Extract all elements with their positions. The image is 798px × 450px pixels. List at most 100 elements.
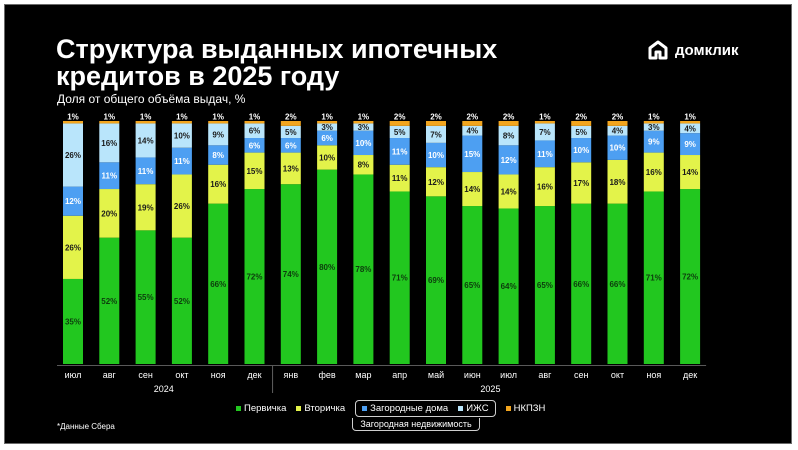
bar-segment-vtorichka bbox=[607, 159, 628, 204]
data-label-pervichka: 71% bbox=[646, 274, 662, 283]
x-tick-label: сен bbox=[138, 370, 153, 380]
bar-segment-izhs bbox=[643, 123, 664, 131]
x-tick-label: авг bbox=[538, 370, 552, 380]
data-label-zagorod: 12% bbox=[65, 197, 81, 206]
chart-title: Структура выданных ипотечных кредитов в … bbox=[56, 34, 498, 91]
bar-segment-vtorichka bbox=[135, 184, 156, 231]
data-label-vtorichka: 11% bbox=[392, 174, 408, 183]
brand-logo: домклик bbox=[647, 38, 739, 62]
x-tick-label: ноя bbox=[646, 370, 661, 380]
bar-segment-zagorod bbox=[280, 138, 301, 153]
data-label-zagorod: 8% bbox=[212, 151, 224, 160]
data-label-pervichka: 78% bbox=[355, 265, 371, 274]
data-label-zagorod: 9% bbox=[648, 138, 660, 147]
bar-segment-nkpzn bbox=[353, 121, 374, 124]
bar-segment-zagorod bbox=[462, 135, 483, 173]
data-label-izhs: 6% bbox=[249, 127, 261, 136]
x-tick-label: ноя bbox=[211, 370, 226, 380]
bar-segment-vtorichka bbox=[171, 174, 192, 238]
bar-segment-pervichka bbox=[135, 230, 156, 364]
bar-segment-nkpzn bbox=[462, 121, 483, 126]
x-tick-label: окт bbox=[611, 370, 624, 380]
legend-item-izhs: ИЖС bbox=[458, 403, 489, 414]
bar-segment-izhs bbox=[317, 123, 338, 131]
data-label-nkpzn: 2% bbox=[467, 113, 479, 122]
data-label-nkpzn: 1% bbox=[648, 113, 660, 122]
bar-segment-nkpzn bbox=[389, 121, 410, 126]
bar-segment-zagorod bbox=[571, 138, 592, 163]
bar-segment-nkpzn bbox=[498, 121, 519, 126]
data-label-nkpzn: 2% bbox=[575, 113, 587, 122]
bar-segment-zagorod bbox=[680, 133, 701, 156]
legend-item-nkpzn: НКПЗН bbox=[505, 403, 546, 414]
data-label-izhs: 9% bbox=[212, 130, 224, 139]
data-label-vtorichka: 8% bbox=[358, 161, 370, 170]
bar-segment-pervichka bbox=[317, 169, 338, 364]
bar-segment-izhs bbox=[208, 123, 229, 146]
bar-segment-vtorichka bbox=[63, 215, 83, 279]
data-label-pervichka: 80% bbox=[319, 263, 335, 272]
bar-segment-izhs bbox=[63, 123, 83, 187]
data-label-nkpzn: 1% bbox=[104, 113, 116, 122]
bar-segment-nkpzn bbox=[643, 121, 664, 124]
bar-segment-nkpzn bbox=[244, 121, 265, 124]
bar-segment-vtorichka bbox=[498, 174, 519, 209]
bar-segment-zagorod bbox=[63, 186, 83, 216]
bar-segment-vtorichka bbox=[208, 164, 229, 204]
legend-label: Загородные дома bbox=[370, 403, 449, 414]
data-label-pervichka: 65% bbox=[464, 281, 480, 290]
bar-segment-pervichka bbox=[389, 191, 410, 364]
year-label: 2025 bbox=[480, 384, 500, 394]
bar-segment-pervichka bbox=[462, 206, 483, 364]
data-label-zagorod: 15% bbox=[464, 150, 480, 159]
data-label-zagorod: 10% bbox=[428, 151, 444, 160]
data-label-izhs: 5% bbox=[575, 128, 587, 137]
x-tick-label: дек bbox=[683, 370, 697, 380]
data-label-nkpzn: 2% bbox=[612, 113, 624, 122]
data-label-vtorichka: 16% bbox=[537, 183, 553, 192]
x-tick-label: фев bbox=[318, 370, 335, 380]
house-logo-icon bbox=[648, 40, 668, 60]
data-label-izhs: 7% bbox=[539, 128, 551, 137]
bar-segment-vtorichka bbox=[353, 155, 374, 175]
bar-segment-nkpzn bbox=[571, 121, 592, 126]
bar-segment-izhs bbox=[607, 125, 628, 136]
data-label-izhs: 10% bbox=[174, 132, 190, 141]
data-label-zagorod: 11% bbox=[138, 167, 154, 176]
legend-label: Первичка bbox=[244, 403, 287, 414]
data-label-zagorod: 6% bbox=[285, 141, 297, 150]
data-label-zagorod: 10% bbox=[573, 146, 589, 155]
data-label-vtorichka: 26% bbox=[65, 243, 81, 252]
bar-segment-vtorichka bbox=[571, 162, 592, 204]
bar-segment-zagorod bbox=[135, 157, 156, 185]
data-label-izhs: 5% bbox=[285, 128, 297, 137]
data-label-nkpzn: 1% bbox=[539, 113, 551, 122]
data-label-izhs: 4% bbox=[612, 127, 624, 136]
data-label-vtorichka: 14% bbox=[464, 185, 480, 194]
bar-segment-zagorod bbox=[607, 135, 628, 160]
data-label-zagorod: 6% bbox=[321, 134, 333, 143]
data-label-pervichka: 52% bbox=[174, 297, 190, 306]
bar-segment-zagorod bbox=[534, 140, 555, 168]
bar-segment-vtorichka bbox=[389, 164, 410, 192]
data-label-nkpzn: 1% bbox=[358, 113, 370, 122]
legend-swatch-pervichka bbox=[236, 406, 241, 411]
data-label-nkpzn: 1% bbox=[249, 113, 261, 122]
data-label-vtorichka: 16% bbox=[210, 180, 226, 189]
legend-item-vtorichka: Вторичка bbox=[296, 403, 345, 414]
x-tick-label: апр bbox=[392, 370, 407, 380]
bar-segment-pervichka bbox=[426, 196, 446, 364]
bar-segment-zagorod bbox=[643, 130, 664, 153]
bar-segment-pervichka bbox=[534, 206, 555, 364]
data-label-vtorichka: 14% bbox=[501, 187, 517, 196]
data-label-nkpzn: 2% bbox=[394, 113, 406, 122]
bar-segment-vtorichka bbox=[280, 152, 301, 185]
legend-label: НКПЗН bbox=[513, 403, 546, 414]
bar-segment-nkpzn bbox=[208, 121, 229, 124]
data-label-zagorod: 11% bbox=[102, 172, 118, 181]
bar-segment-izhs bbox=[280, 125, 301, 139]
bar-segment-izhs bbox=[571, 125, 592, 139]
data-label-pervichka: 66% bbox=[573, 280, 589, 289]
bar-segment-pervichka bbox=[208, 203, 229, 364]
bar-segment-nkpzn bbox=[171, 121, 192, 124]
